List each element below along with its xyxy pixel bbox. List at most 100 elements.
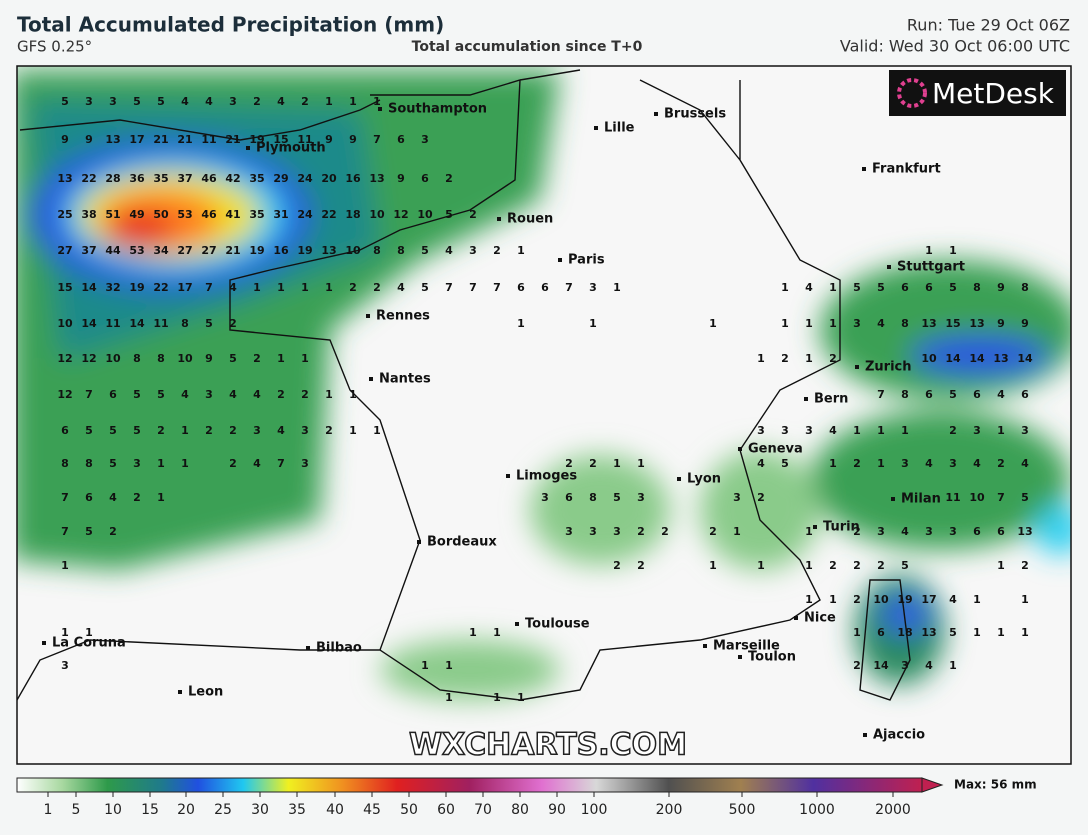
grid-value: 8	[397, 244, 405, 257]
grid-value: 34	[153, 244, 169, 257]
grid-value: 3	[205, 388, 213, 401]
grid-value: 18	[345, 208, 360, 221]
grid-value: 1	[493, 691, 501, 704]
grid-value: 7	[565, 281, 573, 294]
grid-value: 35	[249, 208, 264, 221]
grid-value: 19	[249, 244, 264, 257]
grid-value: 3	[301, 457, 309, 470]
grid-value: 19	[249, 133, 264, 146]
grid-value: 1	[853, 424, 861, 437]
grid-value: 3	[637, 491, 645, 504]
grid-value: 1	[325, 281, 333, 294]
grid-value: 3	[925, 525, 933, 538]
colorbar-tick-label: 2000	[875, 802, 911, 818]
grid-value: 1	[157, 491, 165, 504]
grid-value: 2	[373, 281, 381, 294]
grid-value: 1	[349, 388, 357, 401]
valid-time: Valid: Wed 30 Oct 06:00 UTC	[840, 37, 1070, 56]
grid-value: 11	[201, 133, 216, 146]
grid-value: 8	[61, 457, 69, 470]
grid-value: 10	[921, 352, 937, 365]
grid-value: 44	[105, 244, 121, 257]
logo-text: MetDesk	[932, 77, 1055, 110]
grid-value: 17	[921, 593, 936, 606]
city-marker	[306, 646, 310, 650]
colorbar-tick-label: 10	[104, 802, 122, 818]
city-marker	[804, 397, 808, 401]
grid-value: 36	[129, 172, 145, 185]
grid-value: 13	[321, 244, 336, 257]
colorbar-tick-label: 80	[511, 802, 529, 818]
grid-value: 35	[153, 172, 168, 185]
grid-values: 5 3 3 5 5 4 4 3 2 4 2 1 1 19 9 13 17 21 21 11 21 19 15 11 9 9 7 6 31…	[57, 95, 1033, 704]
grid-value: 4	[445, 244, 453, 257]
grid-value: 8	[181, 317, 189, 330]
grid-value: 9	[997, 317, 1005, 330]
grid-value: 3	[253, 424, 261, 437]
grid-value: 1	[949, 659, 957, 672]
grid-value: 6	[109, 388, 117, 401]
grid-value: 3	[877, 525, 885, 538]
map-area: 5 3 3 5 5 4 4 3 2 4 2 1 1 19 9 13 17 21 21 11 21 19 15 11 9 9 7 6 31…	[17, 66, 1071, 764]
grid-value: 4	[925, 659, 933, 672]
grid-value: 9	[205, 352, 213, 365]
grid-value: 9	[349, 133, 357, 146]
grid-value: 3	[949, 457, 957, 470]
grid-value: 53	[177, 208, 192, 221]
grid-value: 42	[225, 172, 240, 185]
grid-value: 46	[201, 208, 217, 221]
grid-value: 4	[805, 281, 813, 294]
grid-value: 14	[1017, 352, 1033, 365]
grid-value: 1	[349, 424, 357, 437]
grid-value: 17	[177, 281, 192, 294]
subtitle: Total accumulation since T+0	[412, 39, 643, 55]
city-marker	[497, 217, 501, 221]
city-label: Nantes	[379, 372, 431, 387]
grid-value: 41	[225, 208, 240, 221]
grid-value: 1	[925, 244, 933, 257]
grid-value: 2	[277, 388, 285, 401]
grid-value: 1	[973, 626, 981, 639]
grid-value: 3	[901, 659, 909, 672]
grid-value: 5	[85, 424, 93, 437]
grid-value: 1	[61, 626, 69, 639]
grid-value: 53	[129, 244, 144, 257]
grid-value: 10	[369, 208, 385, 221]
grid-value: 38	[81, 208, 96, 221]
grid-value: 3	[565, 525, 573, 538]
grid-value: 2	[565, 457, 573, 470]
grid-value: 5	[877, 281, 885, 294]
grid-value: 1	[1021, 593, 1029, 606]
logo-box	[889, 70, 1066, 116]
city-marker	[594, 126, 598, 130]
grid-value: 12	[393, 208, 408, 221]
grid-value: 2	[829, 352, 837, 365]
grid-value: 1	[181, 457, 189, 470]
grid-value: 1	[805, 559, 813, 572]
grid-value: 10	[57, 317, 73, 330]
city-marker	[891, 497, 895, 501]
grid-value: 3	[853, 317, 861, 330]
grid-value: 2	[661, 525, 669, 538]
grid-value: 14	[945, 352, 961, 365]
city-label: Brussels	[664, 107, 726, 122]
grid-value: 3	[613, 525, 621, 538]
colorbar-tick-label: 40	[326, 802, 344, 818]
grid-value: 1	[493, 626, 501, 639]
grid-value: 3	[1021, 424, 1029, 437]
grid-value: 3	[805, 424, 813, 437]
grid-value: 2	[445, 172, 453, 185]
grid-value: 1	[805, 352, 813, 365]
grid-value: 2	[301, 95, 309, 108]
grid-value: 5	[949, 388, 957, 401]
grid-value: 8	[901, 388, 909, 401]
colorbar-tick-label: 5	[72, 802, 81, 818]
city-labels: Southampton Lille Brussels Plymouth Frankfur…	[42, 102, 965, 743]
grid-value: 1	[589, 317, 597, 330]
colorbar-tick-label: 15	[141, 802, 159, 818]
city-label: Lille	[604, 121, 635, 136]
grid-value: 2	[205, 424, 213, 437]
colorbar-tick-label: 30	[251, 802, 269, 818]
grid-value: 22	[321, 208, 336, 221]
grid-value: 7	[61, 525, 69, 538]
